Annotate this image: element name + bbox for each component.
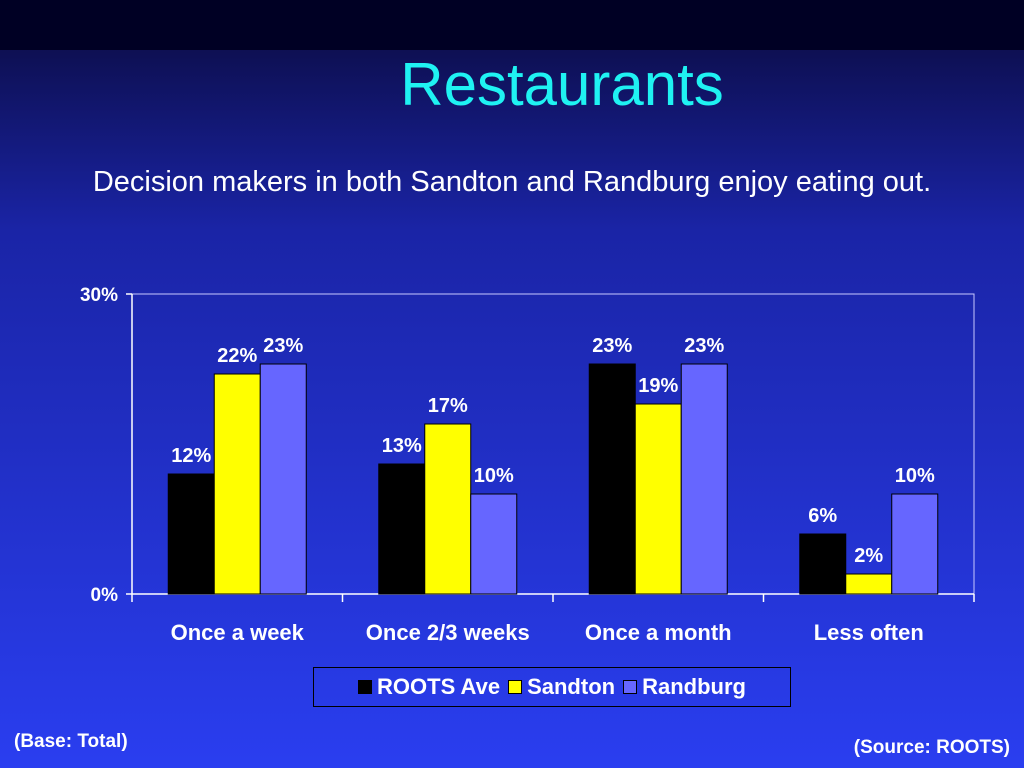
base-note: (Base: Total) [14, 731, 128, 752]
data-label: 10% [474, 465, 514, 487]
bar-sandton [213, 373, 261, 595]
bar-randburg [259, 363, 307, 595]
data-label: 23% [592, 335, 632, 357]
legend-item-randburg: Randburg [623, 674, 746, 700]
bar-randburg [470, 493, 518, 595]
x-tick-label: Once a week [171, 620, 305, 645]
data-label: 23% [263, 335, 303, 357]
x-tick-label: Once 2/3 weeks [366, 620, 530, 645]
legend-swatch-randburg [623, 680, 638, 694]
data-label: 13% [382, 435, 422, 457]
legend-swatch-sandton [508, 680, 523, 694]
bar-sandton [634, 403, 682, 595]
data-label: 2% [854, 545, 883, 567]
bar-sandton [845, 573, 893, 595]
x-tick-label: Once a month [585, 620, 732, 645]
source-note: (Source: ROOTS) [853, 737, 1010, 758]
data-label: 17% [428, 395, 468, 417]
legend-item-roots-ave: ROOTS Ave [358, 674, 500, 700]
bar-sandton [424, 423, 472, 595]
slide-subtitle: Decision makers in both Sandton and Rand… [92, 166, 932, 198]
legend-label-randburg: Randburg [642, 674, 746, 699]
data-label: 10% [895, 465, 935, 487]
top-band [0, 0, 1024, 50]
bar-roots-ave [378, 463, 426, 595]
legend-item-sandton: Sandton [508, 674, 615, 700]
legend-label-roots-ave: ROOTS Ave [377, 674, 501, 699]
bar-roots-ave [588, 363, 636, 595]
data-label: 23% [684, 335, 724, 357]
legend-swatch-roots-ave [358, 680, 373, 694]
bar-randburg [680, 363, 728, 595]
legend-label-sandton: Sandton [527, 674, 616, 699]
data-label: 19% [638, 375, 678, 397]
data-label: 12% [171, 445, 211, 467]
x-tick-label: Less often [814, 620, 924, 645]
bar-roots-ave [799, 533, 847, 595]
chart-legend: ROOTS Ave Sandton Randburg [313, 667, 791, 707]
y-tick-label: 0% [91, 585, 119, 606]
bar-roots-ave [167, 473, 215, 595]
data-label: 6% [808, 505, 837, 527]
slide-title: Restaurants [400, 51, 724, 118]
y-tick-label: 30% [80, 285, 118, 306]
data-label: 22% [217, 345, 257, 367]
bar-randburg [891, 493, 939, 595]
